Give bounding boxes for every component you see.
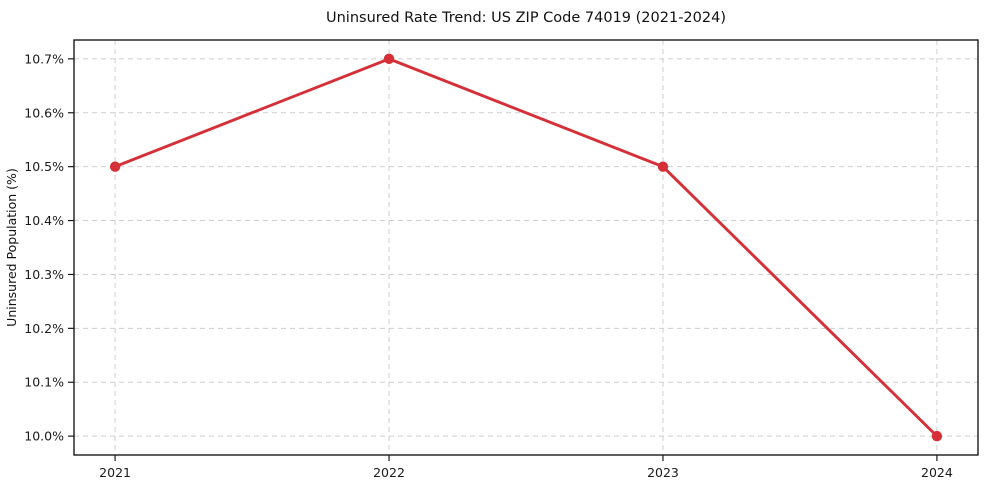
y-tick-label: 10.0%	[24, 429, 64, 444]
y-tick-label: 10.2%	[24, 321, 64, 336]
data-point-marker	[657, 161, 669, 172]
data-point-marker	[109, 161, 121, 172]
x-tick-label: 2021	[99, 465, 131, 480]
x-tick-label: 2023	[647, 465, 679, 480]
trend-line	[113, 57, 939, 438]
x-tick-label: 2024	[921, 465, 953, 480]
y-axis-label: Uninsured Population (%)	[4, 168, 19, 327]
y-tick-label: 10.5%	[24, 159, 64, 174]
y-tick-label: 10.6%	[24, 105, 64, 120]
chart-title: Uninsured Rate Trend: US ZIP Code 74019 …	[326, 10, 726, 26]
data-point-marker	[383, 53, 395, 65]
y-tick-label: 10.4%	[24, 213, 64, 228]
x-tick-label: 2022	[373, 465, 405, 480]
plot-border	[73, 39, 979, 456]
data-point-marker	[931, 430, 943, 442]
y-tick-label: 10.7%	[24, 51, 64, 66]
y-tick-label: 10.1%	[24, 375, 64, 390]
y-tick-label: 10.3%	[24, 267, 64, 282]
